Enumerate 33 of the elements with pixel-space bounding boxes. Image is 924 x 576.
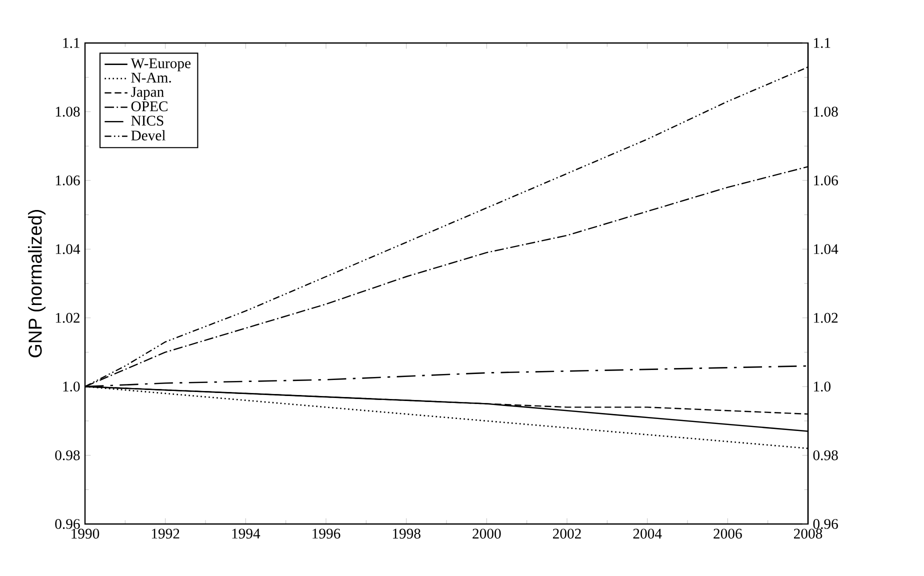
y2-tick-label: 0.96 bbox=[813, 519, 838, 529]
x-tick-label: 1992 bbox=[152, 528, 180, 539]
x-tick-label: 1998 bbox=[392, 528, 420, 539]
y-tick-label: 1.0 bbox=[63, 382, 80, 392]
x-tick-label: 2008 bbox=[794, 528, 822, 539]
y2-tick-label: 1.06 bbox=[814, 175, 838, 186]
legend-label: Devel bbox=[131, 130, 166, 140]
y-tick-label: 1.08 bbox=[56, 106, 80, 117]
y-tick-label: 0.96 bbox=[55, 519, 80, 529]
x-tick-label: 2002 bbox=[552, 528, 581, 539]
y2-tick-label: 1.08 bbox=[814, 106, 838, 117]
y2-tick-label: 1.0 bbox=[814, 382, 830, 392]
y2-tick-label: 1.04 bbox=[814, 244, 838, 254]
y2-tick-label: 0.98 bbox=[813, 450, 838, 460]
x-tick-label: 1990 bbox=[72, 528, 100, 539]
y2-tick-label: 1.1 bbox=[814, 38, 830, 48]
x-tick-label: 2004 bbox=[633, 528, 662, 539]
legend-label: Japan bbox=[131, 87, 164, 100]
legend-label: OPEC bbox=[131, 101, 168, 112]
legend-label: NICS bbox=[131, 116, 164, 126]
y-tick-label: 1.06 bbox=[56, 175, 80, 186]
y-axis-title: GNP (normalized) bbox=[28, 210, 46, 358]
x-tick-label: 1996 bbox=[312, 528, 340, 539]
legend-label: W-Europe bbox=[130, 58, 191, 72]
y-tick-label: 0.98 bbox=[55, 450, 80, 460]
y-tick-label: 1.1 bbox=[63, 38, 80, 48]
y-tick-label: 1.04 bbox=[56, 244, 80, 254]
y-tick-label: 1.02 bbox=[56, 312, 80, 323]
x-tick-label: 2006 bbox=[714, 528, 742, 539]
x-tick-label: 2000 bbox=[472, 528, 501, 539]
legend-label: N-Am. bbox=[131, 72, 171, 83]
x-tick-label: 1994 bbox=[232, 528, 260, 539]
y2-tick-label: 1.02 bbox=[814, 312, 838, 323]
